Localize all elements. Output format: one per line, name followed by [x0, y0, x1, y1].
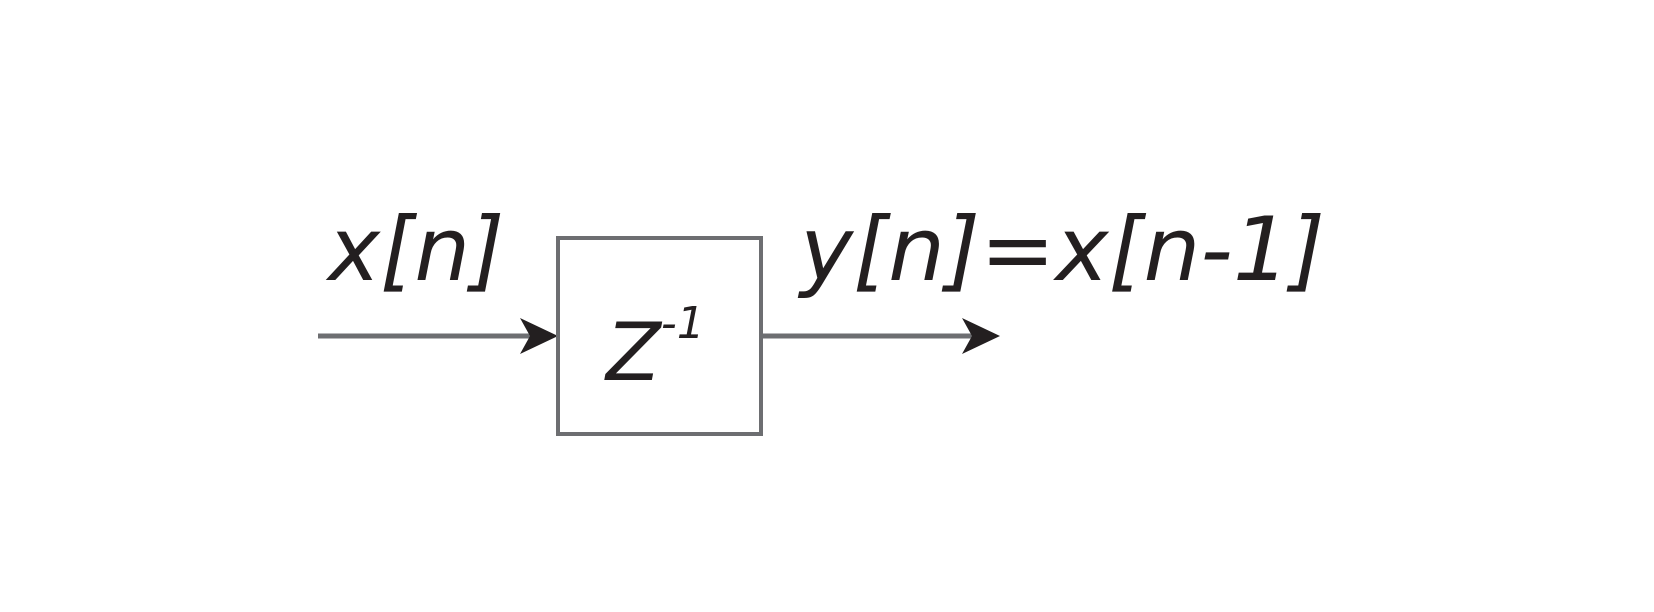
delay-block-exponent: -1 [661, 298, 705, 349]
delay-block-label: Z-1 [604, 298, 705, 399]
input-signal-label: x[n] [325, 198, 505, 301]
output-arrowhead [962, 318, 1000, 354]
delay-block-base: Z [604, 306, 663, 399]
output-signal-label: y[n]=x[n-1] [797, 198, 1325, 301]
delay-block [556, 236, 763, 436]
input-arrowhead [520, 318, 558, 354]
